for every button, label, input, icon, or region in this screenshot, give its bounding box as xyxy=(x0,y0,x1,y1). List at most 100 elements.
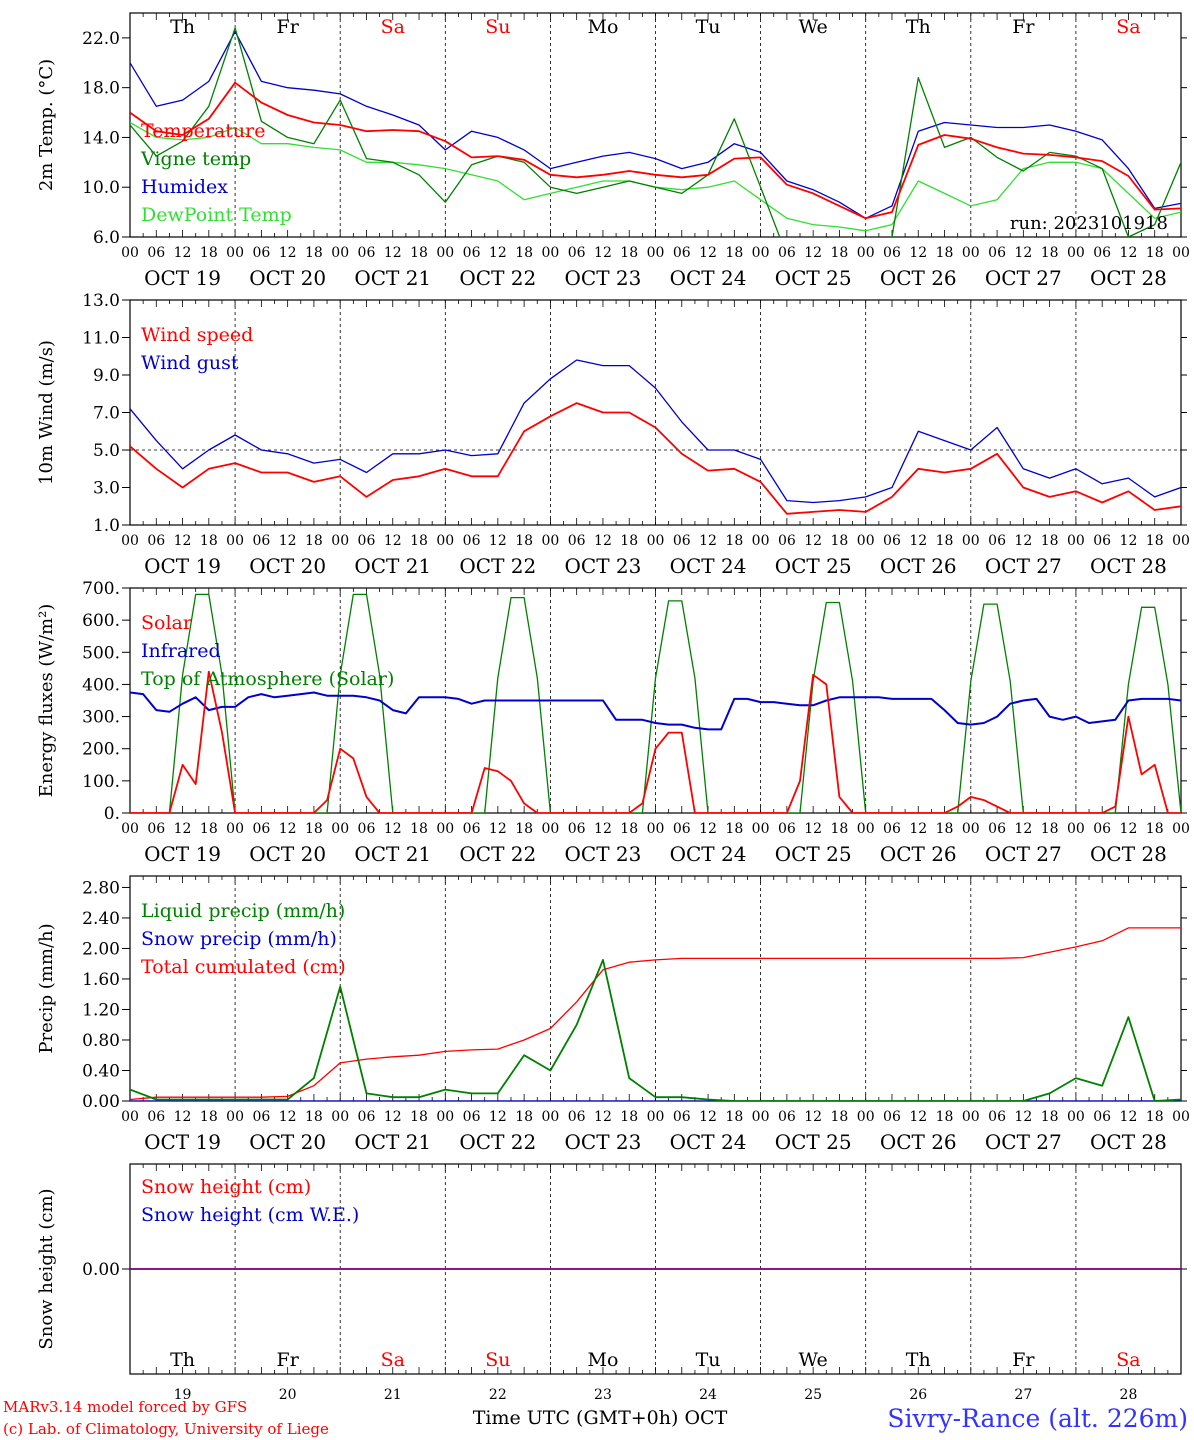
y-tick-label: 5.0 xyxy=(93,441,120,461)
x-hour-label: 06 xyxy=(252,533,270,549)
x-hour-label: 12 xyxy=(384,533,402,549)
day-number-label: 24 xyxy=(699,1387,717,1403)
x-hour-label: 06 xyxy=(673,821,691,837)
y-tick-label: 1.20 xyxy=(82,1000,120,1020)
day-number-label: 23 xyxy=(594,1387,612,1403)
x-hour-label: 06 xyxy=(358,1109,376,1125)
x-hour-label: 00 xyxy=(226,1109,244,1125)
x-hour-label: 00 xyxy=(541,533,559,549)
x-hour-label: 06 xyxy=(1093,533,1111,549)
x-hour-label: 12 xyxy=(804,1109,822,1125)
x-hour-label: 18 xyxy=(620,245,638,261)
x-date-label: OCT 20 xyxy=(249,1130,326,1154)
y-tick-label: 7.0 xyxy=(93,404,120,424)
x-hour-label: 12 xyxy=(384,1109,402,1125)
y-tick-label: 1.0 xyxy=(93,516,120,536)
x-hour-label: 18 xyxy=(515,821,533,837)
credit-line-2: (c) Lab. of Climatology, University of L… xyxy=(3,1420,329,1438)
y-tick-label: 300. xyxy=(82,708,120,728)
x-date-label: OCT 23 xyxy=(565,1130,642,1154)
y-tick-label: 0.00 xyxy=(82,1260,120,1280)
x-hour-label: 00 xyxy=(647,821,665,837)
x-hour-label: 06 xyxy=(568,533,586,549)
day-number-label: 25 xyxy=(804,1387,822,1403)
x-hour-label: 18 xyxy=(200,245,218,261)
x-date-label: OCT 19 xyxy=(144,554,221,578)
x-hour-label: 06 xyxy=(988,1109,1006,1125)
y-tick-label: 2.40 xyxy=(82,909,120,929)
day-number-label: 28 xyxy=(1120,1387,1138,1403)
legend-entry: Temperature xyxy=(141,120,265,142)
x-hour-label: 18 xyxy=(200,1109,218,1125)
x-hour-label: 06 xyxy=(463,245,481,261)
x-hour-label: 18 xyxy=(620,1109,638,1125)
x-hour-label: 12 xyxy=(699,1109,717,1125)
x-hour-label: 00 xyxy=(1067,1109,1085,1125)
x-hour-label: 18 xyxy=(1041,821,1059,837)
x-date-label: OCT 28 xyxy=(1090,1130,1167,1154)
x-hour-label: 00 xyxy=(962,821,980,837)
x-hour-label: 06 xyxy=(883,821,901,837)
day-number-label: 21 xyxy=(384,1387,402,1403)
y-tick-label: 14.0 xyxy=(82,128,120,148)
x-hour-label: 18 xyxy=(831,1109,849,1125)
y-tick-label: 22.0 xyxy=(82,29,120,49)
x-hour-label: 18 xyxy=(515,1109,533,1125)
day-name-label: Th xyxy=(170,16,195,38)
legend-entry: Snow precip (mm/h) xyxy=(141,928,337,950)
series-line-infrared xyxy=(130,691,1181,731)
x-hour-label: 12 xyxy=(594,245,612,261)
x-hour-label: 18 xyxy=(936,821,954,837)
x-hour-label: 06 xyxy=(883,533,901,549)
y-axis-label: 2m Temp. (°C) xyxy=(36,59,57,191)
legend-entry: DewPoint Temp xyxy=(141,204,292,226)
x-hour-label: 00 xyxy=(1067,245,1085,261)
x-date-label: OCT 19 xyxy=(144,266,221,290)
x-hour-label: 00 xyxy=(121,1109,139,1125)
day-name-label: Sa xyxy=(381,16,405,38)
day-name-label: Sa xyxy=(1116,1349,1140,1371)
x-hour-label: 12 xyxy=(279,1109,297,1125)
x-hour-label: 00 xyxy=(541,821,559,837)
x-date-label: OCT 25 xyxy=(775,266,852,290)
x-axis-title: Time UTC (GMT+0h) OCT xyxy=(473,1407,728,1429)
x-hour-label: 12 xyxy=(804,821,822,837)
x-date-label: OCT 27 xyxy=(985,554,1062,578)
x-hour-label: 00 xyxy=(121,821,139,837)
x-hour-label: 18 xyxy=(1146,1109,1164,1125)
panels-layer: 6.0 10.0 14.0 18.0 22.0 2m Temp. (°C) 00 06 12 18… xyxy=(36,12,1190,1403)
day-name-label: Tu xyxy=(696,1349,721,1371)
panel-4: 0.00 0.40 0.80 1.20 1.60 2.00 2.40 2.80 Precip (… xyxy=(36,875,1190,1154)
y-axis-label: Snow height (cm) xyxy=(36,1188,57,1349)
x-hour-label: 00 xyxy=(436,821,454,837)
x-hour-label: 00 xyxy=(331,245,349,261)
x-date-label: OCT 28 xyxy=(1090,554,1167,578)
x-hour-label: 12 xyxy=(1120,821,1138,837)
day-name-label: Mo xyxy=(587,16,618,38)
x-date-label: OCT 24 xyxy=(670,266,747,290)
panel-frame xyxy=(129,299,1182,526)
day-name-label: Fr xyxy=(277,16,300,38)
x-date-label: OCT 20 xyxy=(249,842,326,866)
day-number-label: 20 xyxy=(279,1387,297,1403)
x-hour-label: 12 xyxy=(174,533,192,549)
x-hour-label: 18 xyxy=(515,245,533,261)
legend-entry: Humidex xyxy=(141,176,228,198)
x-hour-label: 18 xyxy=(305,821,323,837)
day-number-label: 27 xyxy=(1014,1387,1032,1403)
x-date-label: OCT 22 xyxy=(459,266,536,290)
x-hour-label: 18 xyxy=(305,533,323,549)
x-hour-label: 00 xyxy=(857,533,875,549)
x-hour-label: 06 xyxy=(988,821,1006,837)
x-hour-label: 12 xyxy=(279,245,297,261)
x-hour-label: 18 xyxy=(831,245,849,261)
day-name-label: Mo xyxy=(587,1349,618,1371)
day-name-label: Th xyxy=(170,1349,195,1371)
x-date-label: OCT 20 xyxy=(249,554,326,578)
x-hour-label: 12 xyxy=(279,533,297,549)
x-date-label: OCT 25 xyxy=(775,554,852,578)
legend-entry: Solar xyxy=(141,612,193,634)
x-hour-label: 12 xyxy=(384,821,402,837)
x-hour-label: 00 xyxy=(962,533,980,549)
x-hour-label: 12 xyxy=(1014,533,1032,549)
